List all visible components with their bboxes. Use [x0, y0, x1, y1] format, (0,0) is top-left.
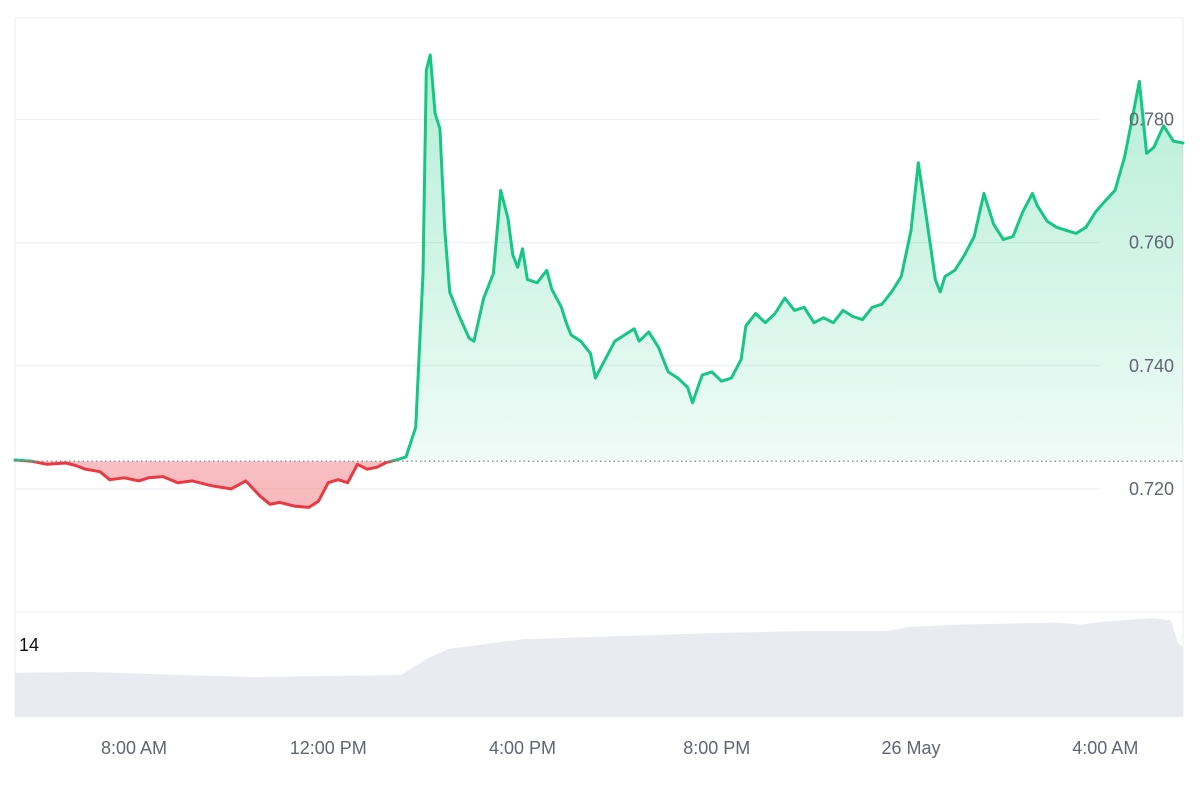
y-tick-label: 0.720 — [1129, 479, 1174, 499]
x-tick-label: 26 May — [882, 738, 941, 758]
y-tick-label: 0.760 — [1129, 233, 1174, 253]
volume-area-fill — [15, 618, 1183, 717]
x-tick-label: 8:00 AM — [101, 738, 167, 758]
y-axis: 0.720 0.740 0.760 0.780 — [1129, 110, 1174, 499]
price-series — [13, 53, 1185, 509]
price-area-down — [15, 461, 1183, 508]
price-area-up — [15, 54, 1183, 462]
x-axis: 8:00 AM 12:00 PM 4:00 PM 8:00 PM 26 May 4:00 … — [101, 738, 1138, 758]
price-line-down — [14, 461, 398, 509]
y-tick-label: 0.780 — [1129, 110, 1174, 130]
price-line-up — [13, 53, 1185, 462]
volume-area — [15, 618, 1183, 717]
x-tick-label: 4:00 AM — [1072, 738, 1138, 758]
volume-scale-label: 14 — [19, 635, 39, 655]
x-tick-label: 4:00 PM — [489, 738, 556, 758]
x-tick-label: 12:00 PM — [290, 738, 367, 758]
y-tick-label: 0.740 — [1129, 356, 1174, 376]
x-tick-label: 8:00 PM — [683, 738, 750, 758]
